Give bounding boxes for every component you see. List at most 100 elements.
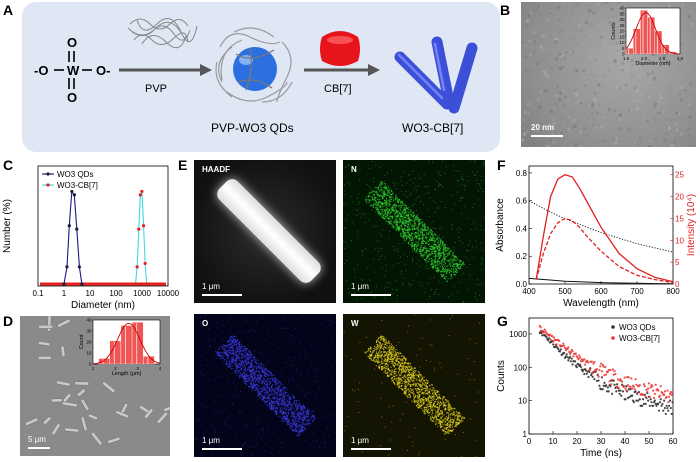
- eds-pixel: [383, 215, 385, 217]
- eds-pixel: [281, 399, 283, 401]
- eds-pixel: [430, 263, 432, 265]
- eds-pixel: [437, 399, 440, 401]
- eds-pixel: [270, 385, 273, 387]
- eds-pixel: [412, 373, 414, 375]
- eds-background-pixel: [411, 260, 413, 262]
- panel-letter-e: E: [178, 157, 188, 173]
- eds-background-pixel: [404, 226, 406, 228]
- tem-grain: [537, 7, 540, 10]
- eds-background-pixel: [244, 426, 246, 428]
- eds-background-pixel: [439, 184, 441, 186]
- tem-grain: [680, 3, 685, 8]
- eds-pixel: [293, 421, 295, 423]
- eds-pixel: [419, 394, 421, 397]
- eds-pixel: [302, 406, 305, 408]
- eds-pixel: [437, 271, 439, 273]
- eds-pixel: [260, 374, 262, 377]
- eds-pixel: [251, 363, 253, 366]
- eds-pixel: [250, 374, 252, 376]
- eds-pixel: [263, 395, 265, 397]
- eds-pixel: [380, 356, 382, 358]
- eds-pixel: [227, 355, 230, 358]
- eds-pixel: [392, 200, 394, 202]
- eds-background-pixel: [466, 266, 468, 268]
- eds-background-pixel: [235, 387, 237, 389]
- eds-pixel: [394, 215, 396, 217]
- tem-grain: [667, 86, 671, 90]
- eds-pixel: [219, 357, 222, 360]
- eds-pixel: [249, 364, 252, 367]
- eds-background-pixel: [403, 223, 405, 225]
- eds-background-pixel: [244, 442, 246, 444]
- eds-pixel: [222, 357, 225, 359]
- eds-pixel: [399, 212, 401, 215]
- eds-background-pixel: [273, 402, 275, 404]
- eds-pixel: [440, 273, 442, 276]
- eds-pixel: [417, 403, 420, 405]
- sem-rod: [57, 318, 71, 328]
- eds-pixel: [447, 248, 449, 251]
- eds-pixel: [275, 412, 277, 415]
- eds-background-pixel: [331, 341, 333, 343]
- eds-pixel: [234, 344, 236, 346]
- sem-rod: [51, 398, 63, 403]
- tem-grain: [687, 119, 692, 123]
- eds-pixel: [247, 358, 249, 360]
- eds-pixel: [385, 366, 387, 368]
- eds-pixel: [302, 419, 304, 422]
- eds-pixel: [280, 401, 282, 404]
- eds-pixel: [271, 385, 273, 387]
- eds-pixel: [385, 188, 387, 191]
- eds-background-pixel: [330, 453, 332, 455]
- tem-grain: [606, 16, 610, 20]
- tem-grain: [572, 124, 577, 129]
- eds-background-pixel: [344, 190, 346, 192]
- eds-background-pixel: [457, 180, 459, 182]
- eds-pixel: [439, 400, 441, 403]
- eds-pixel: [426, 232, 428, 234]
- eds-pixel: [452, 252, 455, 254]
- eds-pixel: [378, 186, 380, 188]
- eds-background-pixel: [408, 217, 410, 219]
- eds-pixel: [380, 360, 383, 362]
- eds-pixel: [254, 356, 256, 359]
- eds-background-pixel: [237, 394, 239, 396]
- eds-pixel: [280, 397, 282, 400]
- eds-pixel: [277, 382, 280, 384]
- tem-grain: [621, 69, 624, 72]
- eds-pixel: [283, 395, 285, 397]
- eds-pixel: [244, 352, 246, 354]
- eds-pixel: [398, 352, 400, 355]
- eds-pixel: [411, 367, 413, 369]
- eds-pixel: [424, 225, 426, 228]
- eds-pixel: [396, 222, 398, 224]
- eds-pixel: [440, 410, 442, 412]
- eds-background-pixel: [393, 185, 395, 187]
- eds-pixel: [402, 219, 405, 221]
- eds-pixel: [393, 210, 395, 212]
- eds-pixel: [284, 392, 287, 394]
- eds-pixel: [247, 375, 249, 377]
- eds-background-pixel: [454, 285, 456, 287]
- nanorods-icon: [394, 36, 478, 114]
- eds-background-pixel: [245, 436, 247, 438]
- eds-pixel: [385, 209, 387, 211]
- eds-pixel: [288, 402, 290, 404]
- eds-pixel: [267, 377, 269, 380]
- eds-pixel: [245, 363, 248, 365]
- eds-pixel: [408, 240, 411, 242]
- eds-background-pixel: [349, 183, 351, 185]
- eds-background-pixel: [299, 353, 301, 355]
- eds-pixel: [227, 350, 229, 352]
- eds-background-pixel: [466, 250, 468, 252]
- eds-pixel: [275, 402, 277, 404]
- eds-pixel: [437, 241, 439, 243]
- tem-grain: [620, 109, 624, 114]
- eds-background-pixel: [289, 400, 291, 402]
- eds-background-pixel: [225, 352, 227, 354]
- eds-pixel: [374, 198, 376, 200]
- eds-pixel: [450, 257, 452, 259]
- eds-background-pixel: [258, 346, 260, 348]
- eds-pixel: [423, 408, 425, 410]
- eds-pixel: [449, 269, 451, 271]
